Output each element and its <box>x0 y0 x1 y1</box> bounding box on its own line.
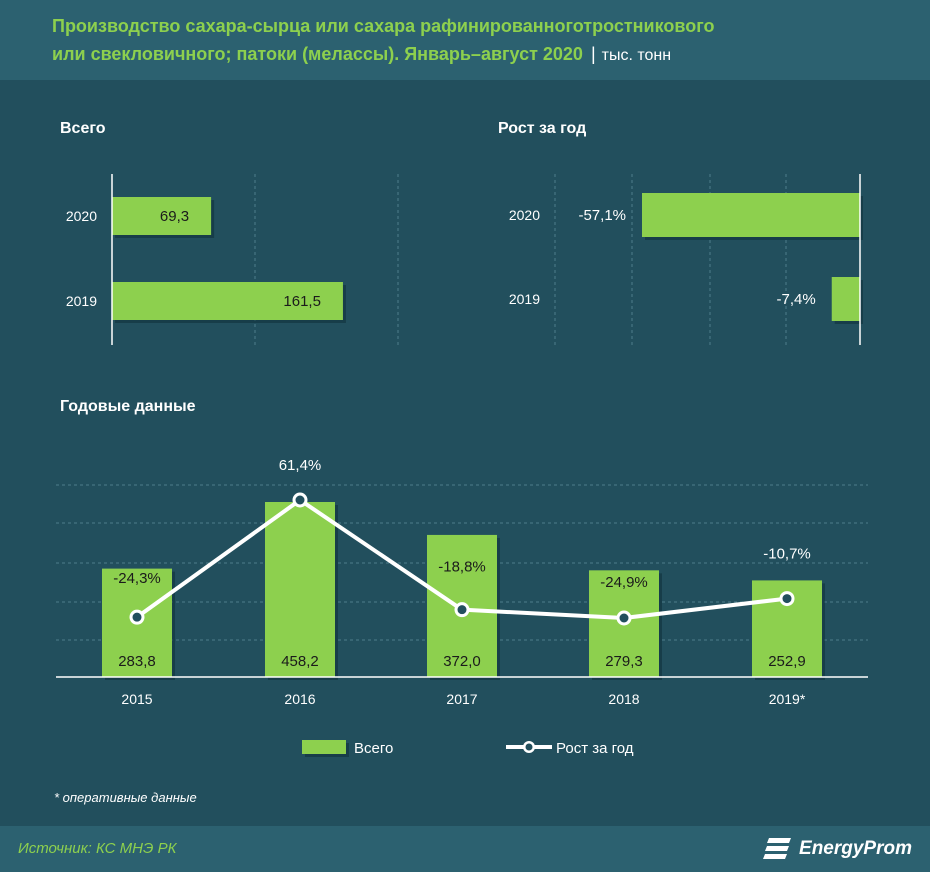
category-label-total: 2019 <box>66 293 97 309</box>
unit-label: тыс. тонн <box>601 47 672 64</box>
source-label: Источник: КС МНЭ РК <box>18 840 177 857</box>
growth-point-2017 <box>457 605 467 615</box>
data-label-annual-bar: 252,9 <box>768 653 806 670</box>
logo-text: EnergyProm <box>799 838 912 859</box>
footer: Источник: КС МНЭ РК EnergyProm <box>0 826 930 872</box>
data-label-growth-point: -10,7% <box>763 546 811 563</box>
x-tick-label: 2019* <box>769 691 806 707</box>
data-label-total: 69,3 <box>160 208 189 225</box>
title-separator: | <box>590 44 596 64</box>
footnote: * оперативные данные <box>54 790 197 805</box>
growth-point-2016 <box>295 495 305 505</box>
logo: EnergyProm <box>763 836 912 862</box>
category-label-growth: 2019 <box>509 291 540 307</box>
data-label-growth-point: -24,3% <box>113 570 161 587</box>
x-tick-label: 2016 <box>284 691 315 707</box>
data-label-annual-bar: 283,8 <box>118 653 156 670</box>
growth-point-2019* <box>782 594 792 604</box>
growth-point-2015 <box>132 612 142 622</box>
data-label-total: 161,5 <box>283 293 321 310</box>
bar-growth-2020 <box>642 193 860 237</box>
data-label-annual-bar: 279,3 <box>605 653 643 670</box>
data-label-annual-bar: 458,2 <box>281 653 319 670</box>
data-label-growth-point: 61,4% <box>279 457 322 474</box>
data-label-growth: -7,4% <box>777 291 816 308</box>
x-tick-label: 2017 <box>446 691 477 707</box>
section-title-total: Всего <box>60 120 106 137</box>
legend-label-growth: Рост за год <box>556 740 634 757</box>
category-label-total: 2020 <box>66 208 97 224</box>
category-label-growth: 2020 <box>509 207 540 223</box>
energyprom-logo-icon <box>763 838 792 859</box>
bar-growth-2019 <box>831 277 860 321</box>
bar-total-2019 <box>112 282 343 320</box>
bar-annual-2016 <box>265 502 335 677</box>
legend-swatch-total <box>302 740 346 754</box>
section-title-annual: Годовые данные <box>60 398 196 415</box>
chart-title-line2: или свекловичного; патоки (мелассы). Янв… <box>52 44 671 65</box>
section-title-growth: Рост за год <box>498 120 587 137</box>
bar-total-2020 <box>112 197 212 235</box>
legend-label-total: Всего <box>354 740 393 757</box>
header: Производство сахара-сырца или сахара раф… <box>0 0 930 80</box>
legend-point-growth <box>525 743 533 751</box>
chart-title-text: или свекловичного; патоки (мелассы). Янв… <box>52 44 583 64</box>
data-label-growth-point: -18,8% <box>438 559 486 576</box>
data-label-annual-bar: 372,0 <box>443 653 481 670</box>
chart-title-line1: Производство сахара-сырца или сахара раф… <box>52 16 715 36</box>
x-tick-label: 2015 <box>121 691 152 707</box>
growth-point-2018 <box>619 613 629 623</box>
data-label-growth: -57,1% <box>578 207 626 224</box>
x-tick-label: 2018 <box>608 691 639 707</box>
data-label-growth-point: -24,9% <box>600 574 648 591</box>
